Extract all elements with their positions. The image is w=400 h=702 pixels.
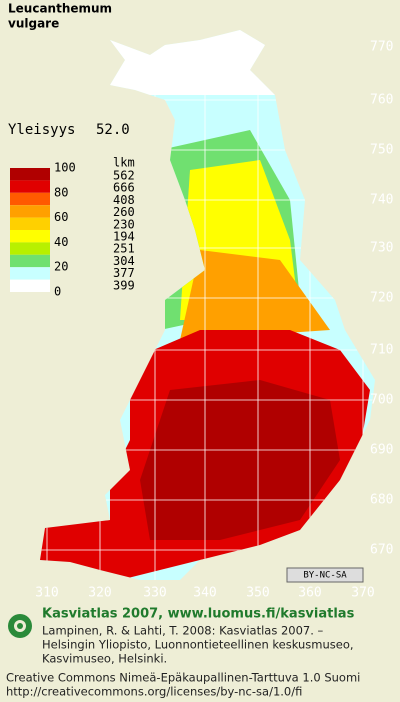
easting-label: 340	[193, 586, 216, 601]
legend-count: 260	[113, 205, 135, 219]
frequency-label: Yleisyys	[8, 122, 75, 138]
easting-label: 330	[143, 586, 166, 601]
legend-swatch	[10, 217, 50, 230]
license-badge-text: BY-NC-SA	[303, 571, 347, 581]
easting-label: 350	[246, 586, 269, 601]
northing-label: 740	[370, 193, 393, 208]
logo	[8, 614, 32, 638]
species-name: Leucanthemum	[8, 2, 112, 16]
legend-scale-label: 60	[54, 210, 68, 224]
count-header: lkm	[113, 156, 135, 170]
legend-count: 230	[113, 217, 135, 231]
legend-swatch	[10, 267, 50, 280]
legend-swatch	[10, 180, 50, 193]
legend-swatch	[10, 242, 50, 255]
northing-label: 760	[370, 93, 393, 108]
easting-label: 320	[88, 586, 111, 601]
legend-swatch	[10, 168, 50, 181]
legend-scale-label: 100	[54, 161, 76, 175]
northing-label: 690	[370, 443, 393, 458]
easting-label: 370	[351, 586, 374, 601]
legend-count: 666	[113, 181, 135, 195]
citation-line: Helsingin Yliopisto, Luonnontieteellinen…	[42, 638, 354, 652]
easting-label: 310	[35, 586, 58, 601]
legend-count: 304	[113, 254, 135, 268]
northing-label: 710	[370, 343, 393, 358]
citation-line: Kasvimuseo, Helsinki.	[42, 652, 167, 666]
northing-label: 750	[370, 143, 393, 158]
legend-swatch	[10, 254, 50, 268]
legend-count: 399	[113, 278, 135, 292]
license-badge	[286, 567, 364, 583]
northing-label: 700	[370, 393, 393, 408]
legend-scale-label: 80	[54, 185, 68, 199]
citation-line: Lampinen, R. & Lahti, T. 2008: Kasviatla…	[42, 624, 324, 638]
license-line: Creative Commons Nimeä-Epäkaupallinen-Ta…	[6, 671, 360, 685]
easting-label: 360	[298, 586, 321, 601]
legend-swatch	[10, 230, 50, 243]
northing-label: 730	[370, 241, 393, 256]
legend-scale-label: 0	[54, 285, 61, 299]
legend-swatch	[10, 205, 50, 218]
frequency-value: 52.0	[96, 122, 130, 138]
legend-count: 562	[113, 169, 135, 183]
species-name: vulgare	[8, 17, 59, 31]
legend-count: 408	[113, 193, 135, 207]
legend-swatch	[10, 192, 50, 206]
legend-scale-label: 40	[54, 235, 68, 249]
legend-count: 377	[113, 266, 135, 280]
legend-count: 251	[113, 242, 135, 256]
northing-label: 670	[370, 543, 393, 558]
license-line: http://creativecommons.org/licenses/by-n…	[6, 685, 302, 699]
northing-label: 770	[370, 40, 393, 55]
legend-scale-label: 20	[54, 260, 68, 274]
northing-label: 680	[370, 493, 393, 508]
legend-swatch	[10, 279, 50, 292]
legend-count: 194	[113, 230, 135, 244]
footer-headline: Kasviatlas 2007, www.luomus.fi/kasviatla…	[42, 607, 355, 622]
northing-label: 720	[370, 291, 393, 306]
